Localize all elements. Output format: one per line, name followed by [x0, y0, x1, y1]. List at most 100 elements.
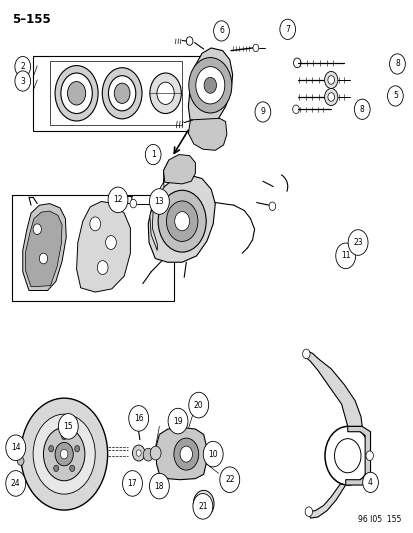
Text: 1: 1	[150, 150, 155, 159]
Circle shape	[49, 446, 54, 452]
Circle shape	[254, 102, 270, 122]
Text: 6: 6	[218, 27, 223, 35]
Circle shape	[157, 82, 174, 104]
Polygon shape	[305, 351, 361, 426]
Circle shape	[335, 243, 355, 269]
Circle shape	[365, 451, 373, 461]
Circle shape	[219, 467, 239, 492]
Text: 19: 19	[173, 417, 183, 425]
Text: 8: 8	[359, 105, 364, 114]
Circle shape	[15, 71, 31, 91]
Circle shape	[136, 450, 141, 456]
Circle shape	[39, 253, 47, 264]
Circle shape	[213, 21, 229, 41]
Polygon shape	[150, 160, 169, 251]
Polygon shape	[23, 204, 66, 290]
Circle shape	[387, 86, 402, 106]
Polygon shape	[148, 175, 215, 262]
Circle shape	[108, 187, 128, 213]
Circle shape	[354, 99, 369, 119]
Circle shape	[55, 66, 98, 121]
Circle shape	[90, 217, 100, 231]
Text: 20: 20	[193, 401, 203, 409]
Text: 5–155: 5–155	[12, 13, 51, 26]
Circle shape	[166, 201, 197, 241]
Circle shape	[279, 19, 295, 39]
Text: 13: 13	[154, 197, 164, 206]
Circle shape	[149, 473, 169, 499]
Circle shape	[188, 392, 208, 418]
Text: 11: 11	[340, 252, 349, 260]
Text: 21: 21	[198, 502, 207, 511]
Text: 10: 10	[208, 450, 218, 458]
Circle shape	[17, 442, 24, 451]
Circle shape	[268, 202, 275, 211]
Circle shape	[150, 446, 161, 460]
Circle shape	[97, 261, 108, 274]
Polygon shape	[163, 155, 195, 184]
Circle shape	[304, 507, 312, 516]
Circle shape	[195, 67, 224, 104]
Circle shape	[173, 438, 198, 470]
Circle shape	[69, 465, 74, 472]
Circle shape	[108, 76, 135, 111]
Circle shape	[132, 445, 145, 461]
Circle shape	[149, 189, 169, 214]
Circle shape	[327, 76, 334, 84]
Text: 22: 22	[225, 475, 234, 484]
Polygon shape	[188, 118, 226, 150]
Circle shape	[145, 144, 161, 165]
Circle shape	[168, 408, 188, 434]
Text: 14: 14	[11, 443, 21, 452]
Text: 18: 18	[154, 482, 164, 490]
Polygon shape	[308, 484, 345, 518]
Circle shape	[150, 73, 181, 114]
Text: 23: 23	[352, 238, 362, 247]
Circle shape	[15, 56, 31, 77]
Circle shape	[62, 433, 66, 440]
Circle shape	[324, 71, 337, 88]
Circle shape	[102, 68, 142, 119]
Bar	[50, 61, 182, 125]
Circle shape	[203, 441, 223, 467]
Polygon shape	[345, 426, 370, 485]
Text: 16: 16	[133, 414, 143, 423]
Bar	[12, 195, 173, 301]
Circle shape	[180, 446, 192, 462]
Circle shape	[33, 414, 95, 494]
Text: 3: 3	[20, 77, 25, 85]
Circle shape	[114, 83, 130, 103]
Circle shape	[143, 448, 153, 461]
Bar	[33, 56, 206, 131]
Text: 24: 24	[11, 479, 21, 488]
Circle shape	[61, 73, 92, 114]
Circle shape	[174, 212, 189, 231]
Circle shape	[362, 472, 377, 492]
Circle shape	[6, 435, 26, 461]
Circle shape	[60, 449, 68, 459]
Polygon shape	[188, 48, 232, 124]
Polygon shape	[26, 211, 62, 287]
Text: 9: 9	[260, 108, 265, 116]
Circle shape	[130, 199, 136, 208]
Circle shape	[21, 398, 107, 510]
Circle shape	[6, 471, 26, 496]
Circle shape	[74, 446, 79, 452]
Text: 15: 15	[63, 422, 73, 431]
Text: 17: 17	[127, 479, 137, 488]
Circle shape	[43, 427, 85, 481]
Text: 5: 5	[392, 92, 397, 100]
Circle shape	[389, 54, 404, 74]
Polygon shape	[76, 201, 130, 292]
Polygon shape	[156, 427, 206, 480]
Circle shape	[327, 93, 334, 101]
Circle shape	[17, 457, 24, 465]
Circle shape	[347, 230, 367, 255]
Circle shape	[192, 494, 212, 519]
Circle shape	[188, 58, 231, 113]
Circle shape	[67, 82, 85, 105]
Circle shape	[54, 465, 59, 472]
Circle shape	[302, 349, 309, 359]
Circle shape	[105, 236, 116, 249]
Text: 8: 8	[394, 60, 399, 68]
